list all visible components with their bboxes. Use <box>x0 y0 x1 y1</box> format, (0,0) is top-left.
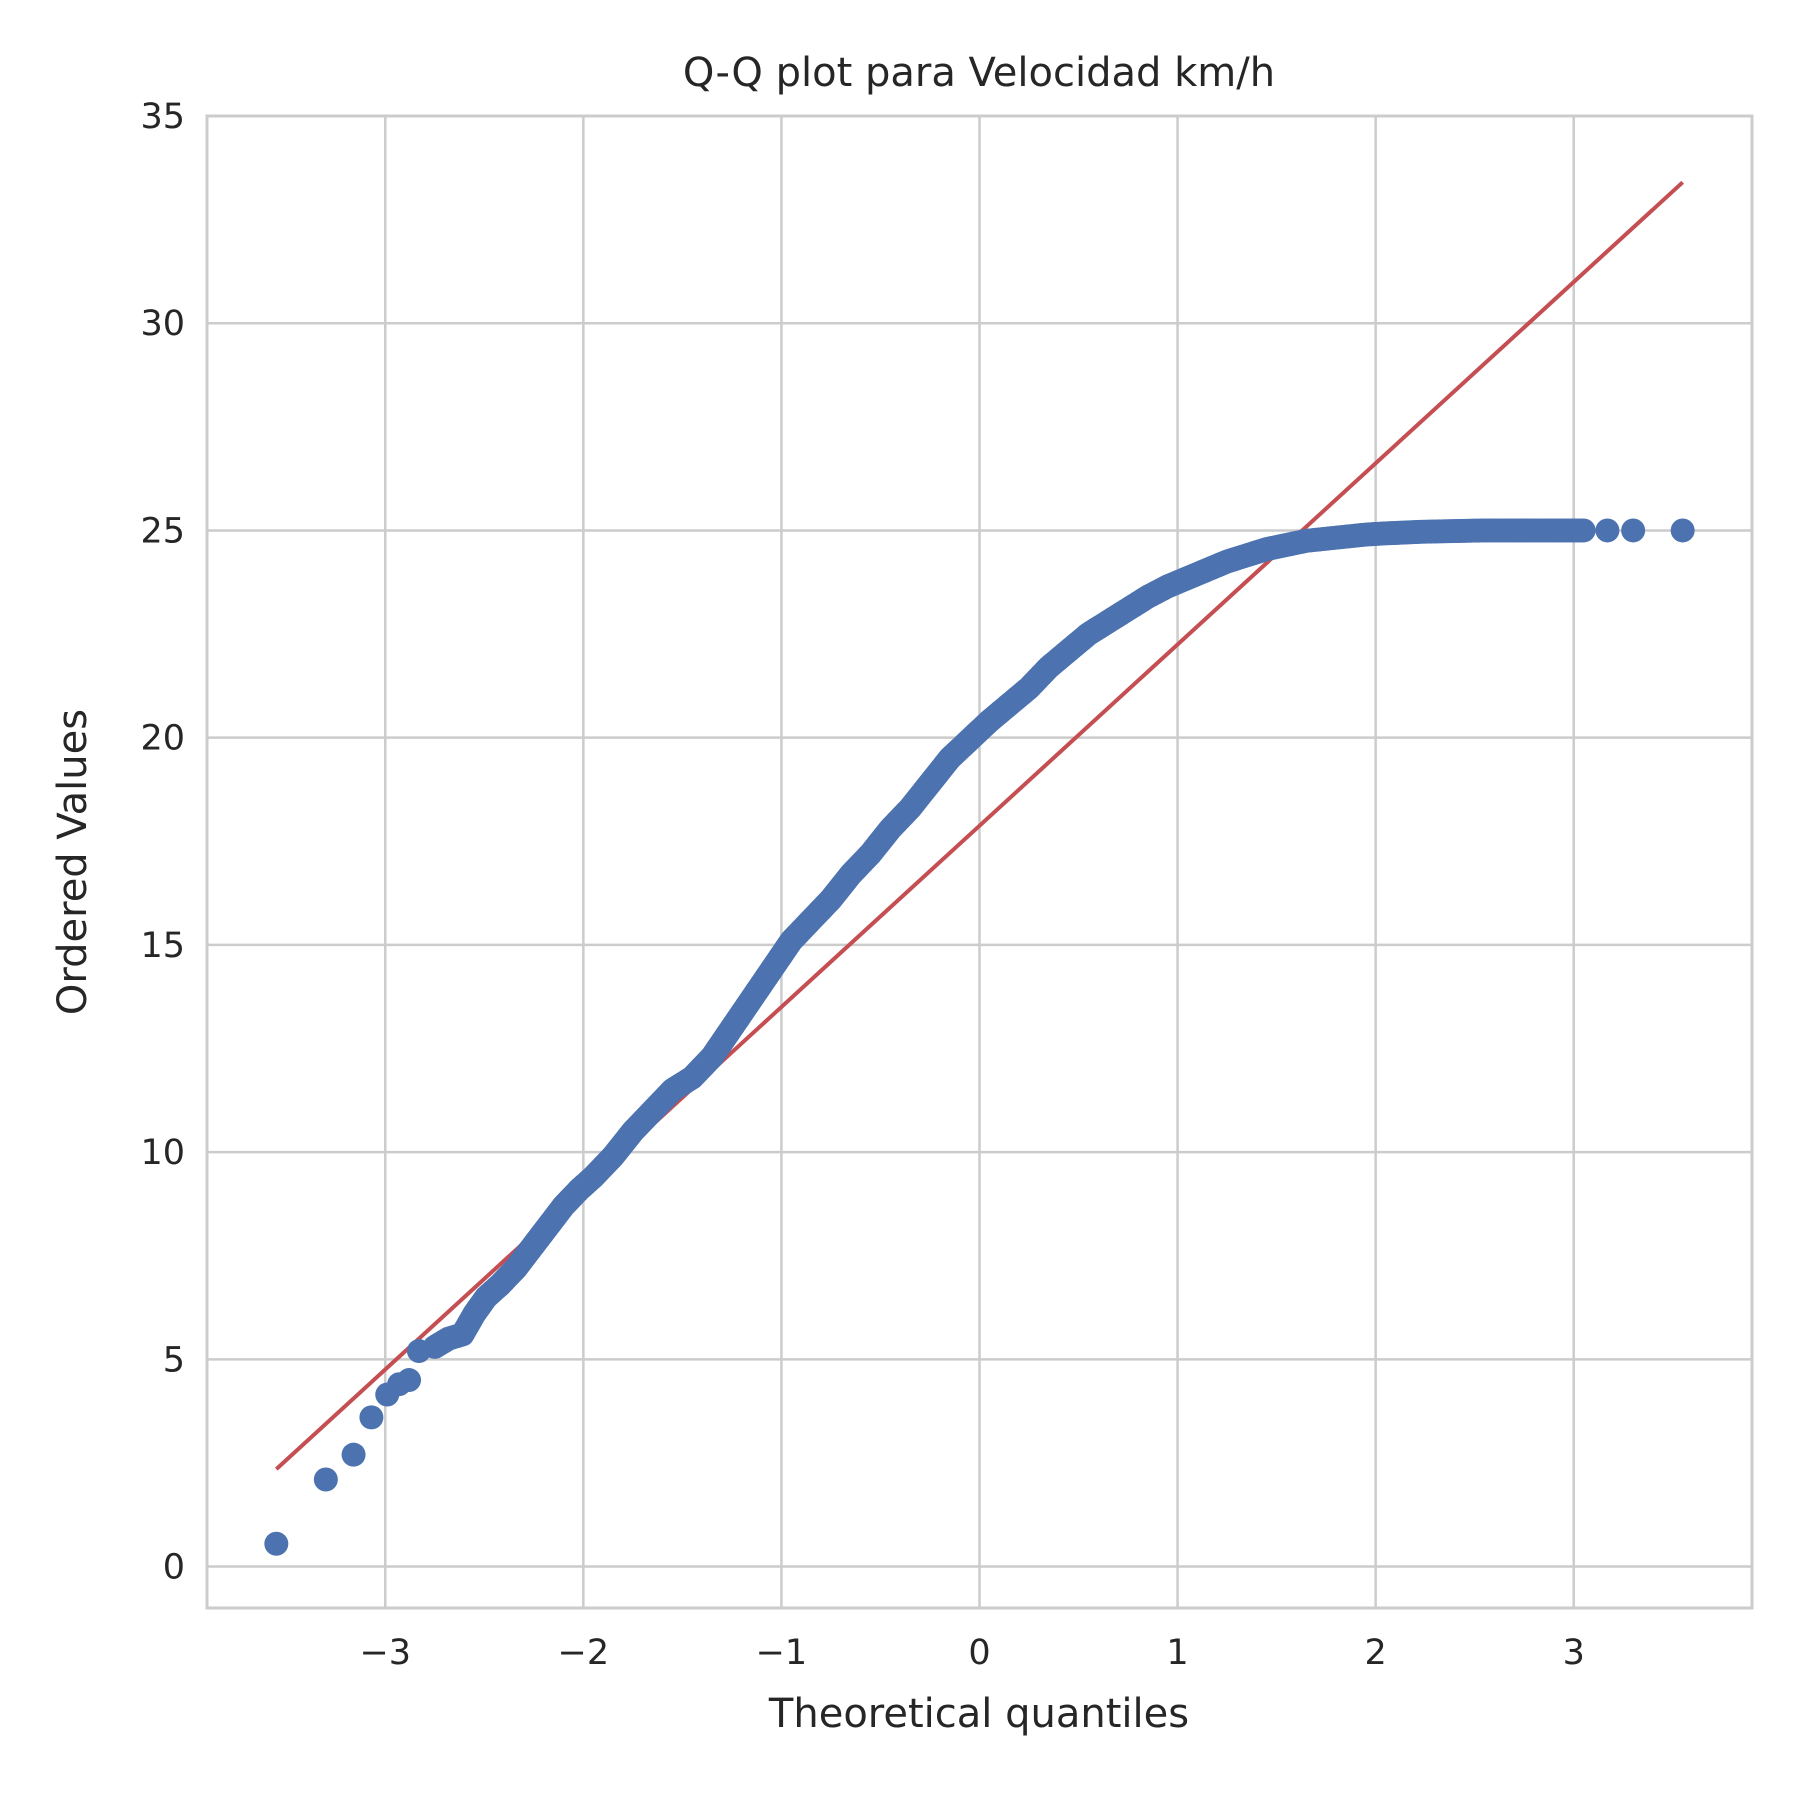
y-tick-label: 0 <box>163 1548 185 1588</box>
data-point <box>1621 518 1646 543</box>
data-point <box>264 1531 289 1556</box>
data-point <box>1595 518 1620 543</box>
x-tick-label: −1 <box>756 1633 808 1673</box>
x-tick-label: −3 <box>359 1633 411 1673</box>
y-tick-label: 15 <box>140 926 185 966</box>
data-points-layer <box>264 518 1695 1556</box>
y-tick-label: 5 <box>163 1340 185 1380</box>
x-tick-label: 3 <box>1563 1633 1585 1673</box>
fit-line <box>274 180 1685 1471</box>
data-point <box>397 1368 422 1393</box>
x-tick-label: −2 <box>558 1633 610 1673</box>
x-tick-label: 2 <box>1365 1633 1387 1673</box>
y-tick-label: 30 <box>140 304 185 344</box>
y-axis-label: Ordered Values <box>50 709 96 1015</box>
x-tick-label: 0 <box>968 1633 990 1673</box>
y-tick-label: 25 <box>140 511 185 551</box>
y-tick-label: 10 <box>140 1133 185 1173</box>
data-point <box>1571 518 1596 543</box>
y-tick-label: 20 <box>140 719 185 759</box>
data-point <box>1670 518 1695 543</box>
x-axis-label: Theoretical quantiles <box>768 1691 1189 1737</box>
x-tick-labels: −3 −2 −1 0 1 2 3 <box>359 1633 1584 1673</box>
x-tick-label: 1 <box>1166 1633 1188 1673</box>
plot-frame <box>205 114 1754 1610</box>
grid-lines <box>207 114 1752 1608</box>
fit-line-layer <box>274 180 1685 1471</box>
y-tick-labels: 0 5 10 15 20 25 30 35 <box>140 97 185 1588</box>
chart-title: Q-Q plot para Velocidad km/h <box>683 50 1275 96</box>
data-point <box>313 1467 338 1492</box>
data-point <box>341 1442 366 1467</box>
data-point <box>359 1405 384 1430</box>
y-tick-label: 35 <box>140 97 185 137</box>
